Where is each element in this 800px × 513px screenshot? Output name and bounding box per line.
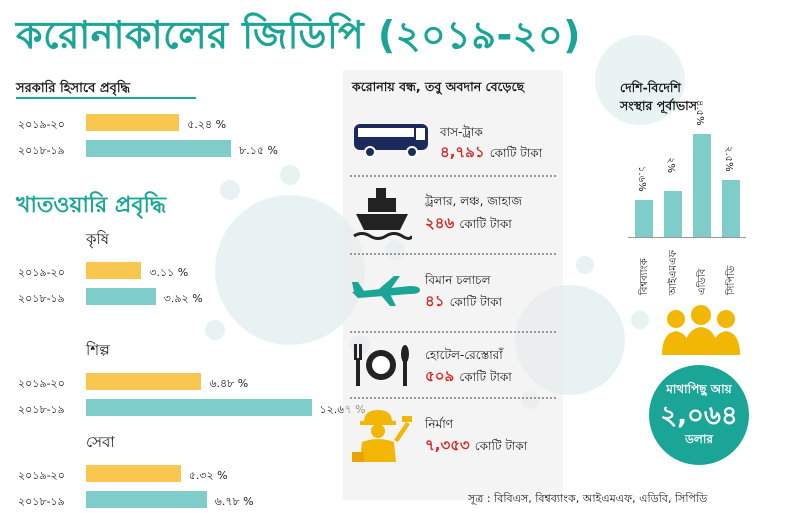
item-amount: ২৪৬: [425, 214, 455, 232]
item-unit: কোটি টাকা: [474, 439, 528, 453]
item-label-hotel: হোটেল-রেস্তোরাঁ: [425, 348, 503, 362]
item-unit: কোটি টাকা: [459, 217, 512, 231]
data-label: ৬.৪৮ %: [209, 377, 249, 390]
official-growth-underline: [16, 97, 196, 99]
forecast-org: আইএমএফ: [668, 250, 679, 295]
forecast-heading-line2: সংস্থার পূর্বাভাস: [620, 98, 698, 113]
data-label: ৫.২৪ %: [187, 118, 227, 131]
per-capita-amount: ২,০৬৪: [660, 401, 738, 431]
bar: [86, 491, 207, 508]
item-value-hotel: ৫০৯ কোটি টাকা: [425, 365, 512, 390]
middle-heading: করোনায় বন্ধ, তবু অবদান বেড়েছে: [352, 79, 525, 94]
sector-name: শিল্প: [86, 341, 110, 359]
forecast-value: ১.৬%: [636, 166, 647, 192]
per-capita-label: মাথাপিছু আয়: [666, 382, 732, 396]
forecast-bar: [722, 179, 740, 237]
forecast-baseline: [628, 237, 746, 238]
bar: [86, 114, 180, 131]
item-unit: কোটি টাকা: [489, 146, 543, 160]
year-label: ২০১৯-২০: [18, 469, 65, 482]
item-amount: ৫০৯: [425, 367, 455, 385]
item-label-bus: বাস-ট্রাক: [440, 125, 483, 139]
sector-name: কৃষি: [86, 230, 110, 248]
separator: [350, 175, 556, 177]
bus-icon: [352, 120, 432, 164]
separator: [350, 331, 556, 333]
year-label: ২০১৯-২০: [18, 377, 65, 390]
year-label: ২০১৮-১৯: [18, 495, 65, 508]
forecast-value: ৪.৫%: [694, 99, 705, 126]
forecast-bar: [693, 133, 711, 237]
year-label: ২০১৯-২০: [18, 118, 65, 131]
item-label-ship: ট্রলার, লঞ্চ, জাহাজ: [425, 194, 522, 208]
separator: [350, 397, 556, 399]
forecast-value: ২.৫%: [723, 145, 734, 172]
construction-worker-icon: [350, 404, 412, 470]
bar: [86, 288, 156, 305]
data-label: ৮.১৫ %: [239, 144, 278, 157]
item-amount: ৭,৩৫৩: [425, 436, 470, 454]
item-unit: কোটি টাকা: [449, 295, 502, 309]
data-label: ৫.৩২ %: [188, 469, 228, 482]
year-label: ২০১৯-২০: [18, 266, 65, 279]
forecast-value: ২%: [665, 157, 676, 174]
item-amount: ৪১: [425, 292, 445, 310]
per-capita-unit: ডলার: [685, 432, 713, 446]
separator: [350, 253, 556, 255]
forecast-bar: [635, 200, 653, 237]
data-label: ৩.৯২ %: [163, 292, 203, 305]
bar: [86, 373, 202, 390]
item-label-construction: নির্মাণ: [425, 417, 453, 431]
airplane-icon: [350, 272, 422, 312]
item-value-bus: ৪,৭৯১ কোটি টাকা: [440, 141, 542, 166]
plate-cutlery-icon: [352, 342, 410, 392]
item-amount: ৪,৭৯১: [440, 143, 485, 161]
sector-name: সেবা: [86, 433, 115, 451]
page-title: করোনাকালের জিডিপি (২০১৯-২০): [16, 13, 582, 57]
bar: [86, 465, 181, 482]
item-unit: কোটি টাকা: [459, 370, 512, 384]
bar: [86, 262, 142, 279]
forecast-org: সিপিডি: [726, 265, 737, 295]
item-value-construction: ৭,৩৫৩ কোটি টাকা: [425, 434, 527, 459]
forecast-org: বিশ্বব্যাংক: [639, 258, 650, 295]
official-growth-heading: সরকারি হিসাবে প্রবৃদ্ধি: [16, 81, 131, 96]
forecast-org: এডিবি: [697, 268, 708, 295]
people-icon: [656, 305, 746, 379]
year-label: ২০১৮-১৯: [18, 144, 65, 157]
forecast-bar: [664, 191, 682, 237]
source-note: সূত্র : বিবিএস, বিশ্বব্যাংক, আইএমএফ, এডি…: [468, 492, 708, 505]
year-label: ২০১৮-১৯: [18, 403, 65, 416]
per-capita-badge: মাথাপিছু আয় ২,০৬৪ ডলার: [649, 365, 749, 465]
bar: [86, 399, 312, 416]
data-label: ৬.৭৮ %: [214, 495, 254, 508]
forecast-heading-line1: দেশি-বিদেশি: [620, 80, 681, 95]
item-value-ship: ২৪৬ কোটি টাকা: [425, 212, 512, 237]
item-value-airplane: ৪১ কোটি টাকা: [425, 290, 502, 315]
sector-growth-heading: খাতওয়ারি প্রবৃদ্ধি: [16, 193, 167, 218]
data-label: ৩.১১ %: [149, 266, 189, 279]
bar: [86, 140, 232, 157]
ship-icon: [352, 186, 414, 248]
year-label: ২০১৮-১৯: [18, 292, 65, 305]
item-label-airplane: বিমান চলাচল: [425, 273, 491, 287]
